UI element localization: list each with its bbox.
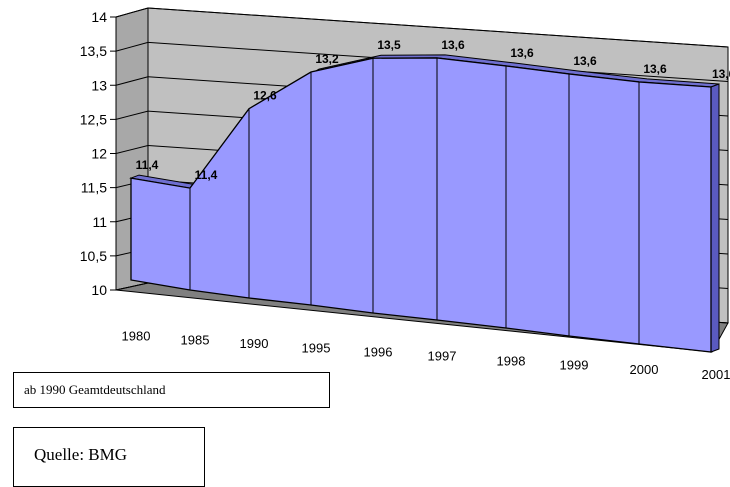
x-tick-label: 1998: [497, 353, 526, 368]
x-tick-label: 1999: [560, 357, 589, 372]
x-tick-label: 2000: [630, 362, 659, 377]
data-label: 13,6: [643, 62, 667, 76]
x-tick-label: 1997: [428, 349, 457, 364]
x-tick-label: 1985: [181, 332, 210, 347]
y-tick-label: 11,5: [81, 180, 107, 196]
x-tick-label: 1996: [364, 344, 393, 359]
y-tick-label: 11: [92, 214, 107, 230]
side-gridline: [115, 76, 149, 86]
y-tick-label: 10: [91, 282, 107, 298]
y-tick-label: 13: [91, 77, 107, 93]
data-label: 11,4: [195, 168, 218, 182]
y-tick-label: 10,5: [80, 248, 107, 264]
source-box: Quelle: BMG: [13, 427, 205, 487]
data-area: [129, 54, 720, 353]
y-tick-label: 12,5: [80, 111, 107, 127]
gridline: [147, 7, 729, 48]
data-label: 13,6: [510, 46, 534, 60]
side-gridline: [115, 145, 149, 154]
area-end-face: [710, 83, 720, 353]
data-label: 12,6: [253, 89, 277, 103]
data-label: 13,6: [573, 54, 597, 68]
x-axis-labels: 1980 1985 1990 1995 1996 1997 1998 1999 2000 2001: [122, 328, 730, 382]
source-text: Quelle: BMG: [34, 445, 128, 464]
data-label: 13,64: [712, 67, 730, 81]
side-gridline: [115, 41, 149, 52]
x-tick-label: 1995: [302, 340, 331, 355]
region-note-text: ab 1990 Geamtdeutschland: [24, 382, 166, 397]
side-gridline: [115, 7, 149, 18]
data-label: 13,2: [315, 52, 339, 66]
y-axis: 10 10,5 11 11,5 12 12,5 13 13,5 14: [80, 9, 117, 298]
x-tick-label: 2001: [702, 367, 730, 382]
data-label: 11,4: [136, 158, 159, 172]
data-label: 13,5: [377, 38, 401, 52]
region-note-box: ab 1990 Geamtdeutschland: [13, 372, 330, 408]
side-gridline: [115, 110, 149, 120]
y-tick-label: 13,5: [80, 43, 107, 59]
data-label: 13,6: [441, 38, 465, 52]
y-tick-label: 14: [91, 9, 107, 25]
data-labels: 11,4 11,4 12,6 13,2 13,5 13,6 13,6 13,6 13,6 13,6…: [136, 38, 730, 182]
side-gridline: [115, 282, 149, 291]
x-tick-label: 1980: [122, 328, 151, 343]
y-tick-label: 12: [91, 146, 107, 162]
x-tick-label: 1990: [240, 336, 269, 351]
